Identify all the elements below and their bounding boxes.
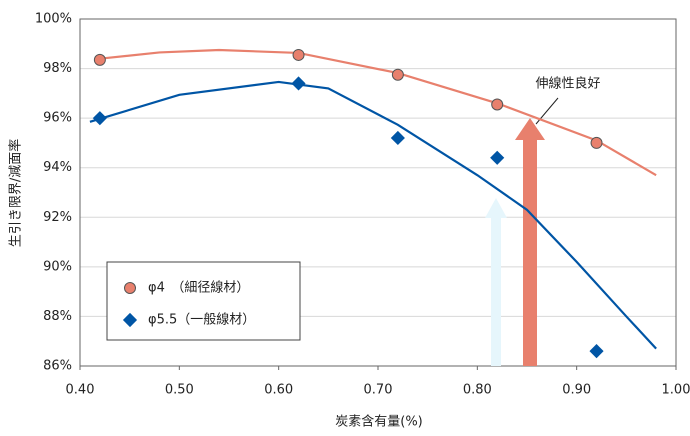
- point: [391, 68, 404, 81]
- legend-marker: [122, 312, 138, 328]
- y-tick-label: 100%: [35, 12, 72, 27]
- x-tick-label: 0.60: [264, 383, 293, 398]
- x-axis-label: 炭素含有量(%): [335, 414, 423, 430]
- y-tick-label: 88%: [43, 309, 72, 324]
- x-tick-label: 0.80: [463, 383, 492, 398]
- y-tick-label: 98%: [43, 61, 72, 76]
- point: [292, 48, 305, 61]
- arrow-red: [515, 118, 545, 366]
- y-tick-label: 94%: [43, 160, 72, 175]
- point: [490, 150, 505, 165]
- y-tick-label: 90%: [43, 259, 72, 274]
- legend-label: φ4 （細径線材）: [148, 280, 249, 296]
- point: [92, 111, 107, 126]
- legend: [106, 261, 301, 341]
- y-tick-label: 86%: [43, 359, 72, 374]
- x-tick-label: 0.70: [364, 383, 393, 398]
- fit-curve: [89, 80, 657, 350]
- legend-marker: [124, 282, 136, 294]
- point: [390, 130, 405, 146]
- x-tick-label: 0.50: [165, 383, 194, 398]
- x-tick-label: 1.00: [662, 383, 690, 398]
- annotation: 伸線性良好: [535, 76, 600, 92]
- arrow-light: [485, 198, 507, 366]
- point: [93, 53, 106, 66]
- x-tick-label: 0.90: [562, 383, 591, 398]
- x-tick-label: 0.40: [66, 383, 95, 398]
- point: [491, 98, 504, 111]
- point: [291, 76, 306, 91]
- point: [590, 136, 603, 149]
- y-tick-label: 96%: [43, 111, 72, 126]
- fit-curve: [99, 48, 657, 177]
- point: [589, 344, 604, 359]
- legend-label: φ5.5（一般線材）: [148, 312, 255, 328]
- y-tick-label: 92%: [43, 210, 72, 225]
- y-axis-label: 生引き限界/減面率: [8, 139, 24, 247]
